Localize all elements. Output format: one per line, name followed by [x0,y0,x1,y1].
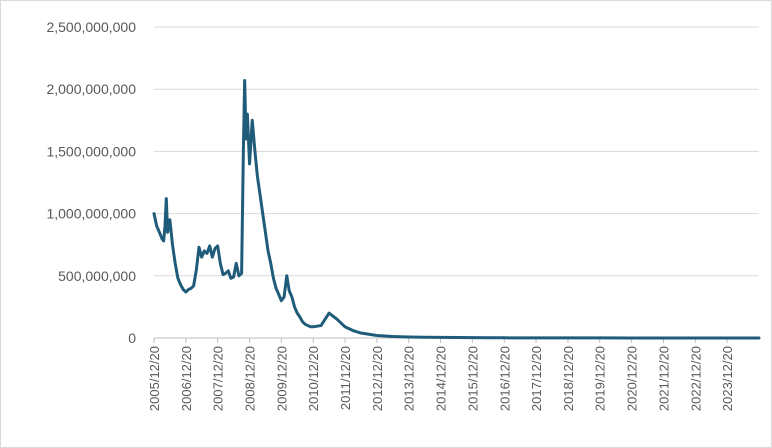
y-tick-label: 500,000,000 [58,268,136,284]
x-tick-label: 2018/12/20 [561,346,576,411]
y-axis-tick-labels: 0 500,000,000 1,000,000,000 1,500,000,000 2,… [46,19,136,346]
x-tick-label: 2010/12/20 [306,346,321,411]
y-tick-label: 1,000,000,000 [46,206,136,222]
x-axis-tick-labels: 2005/12/20 2006/12/20 2007/12/20 2008/12/20… [147,338,735,411]
y-tick-label: 1,500,000,000 [46,143,136,159]
x-tick-label: 2017/12/20 [529,346,544,411]
series-layer [152,78,761,340]
x-tick-label: 2023/12/20 [720,346,735,411]
y-tick-label: 0 [128,330,136,346]
x-tick-label: 2013/12/20 [402,346,417,411]
x-tick-label: 2022/12/20 [688,346,703,411]
x-tick-label: 2008/12/20 [243,346,258,411]
x-tick-label: 2019/12/20 [593,346,608,411]
x-tick-label: 2014/12/20 [434,346,449,411]
x-tick-label: 2021/12/20 [656,346,671,411]
gridlines [154,26,759,339]
y-tick-label: 2,000,000,000 [46,81,136,97]
x-tick-label: 2015/12/20 [465,346,480,411]
x-tick-label: 2009/12/20 [274,346,289,411]
series-line-0 [152,78,761,340]
x-tick-label: 2012/12/20 [370,346,385,411]
x-tick-label: 2005/12/20 [147,346,162,411]
y-tick-label: 2,500,000,000 [46,19,136,35]
x-tick-label: 2020/12/20 [625,346,640,411]
x-tick-label: 2011/12/20 [338,346,353,410]
x-tick-label: 2016/12/20 [497,346,512,411]
x-tick-label: 2007/12/20 [211,346,226,411]
x-tick-label: 2006/12/20 [179,346,194,411]
